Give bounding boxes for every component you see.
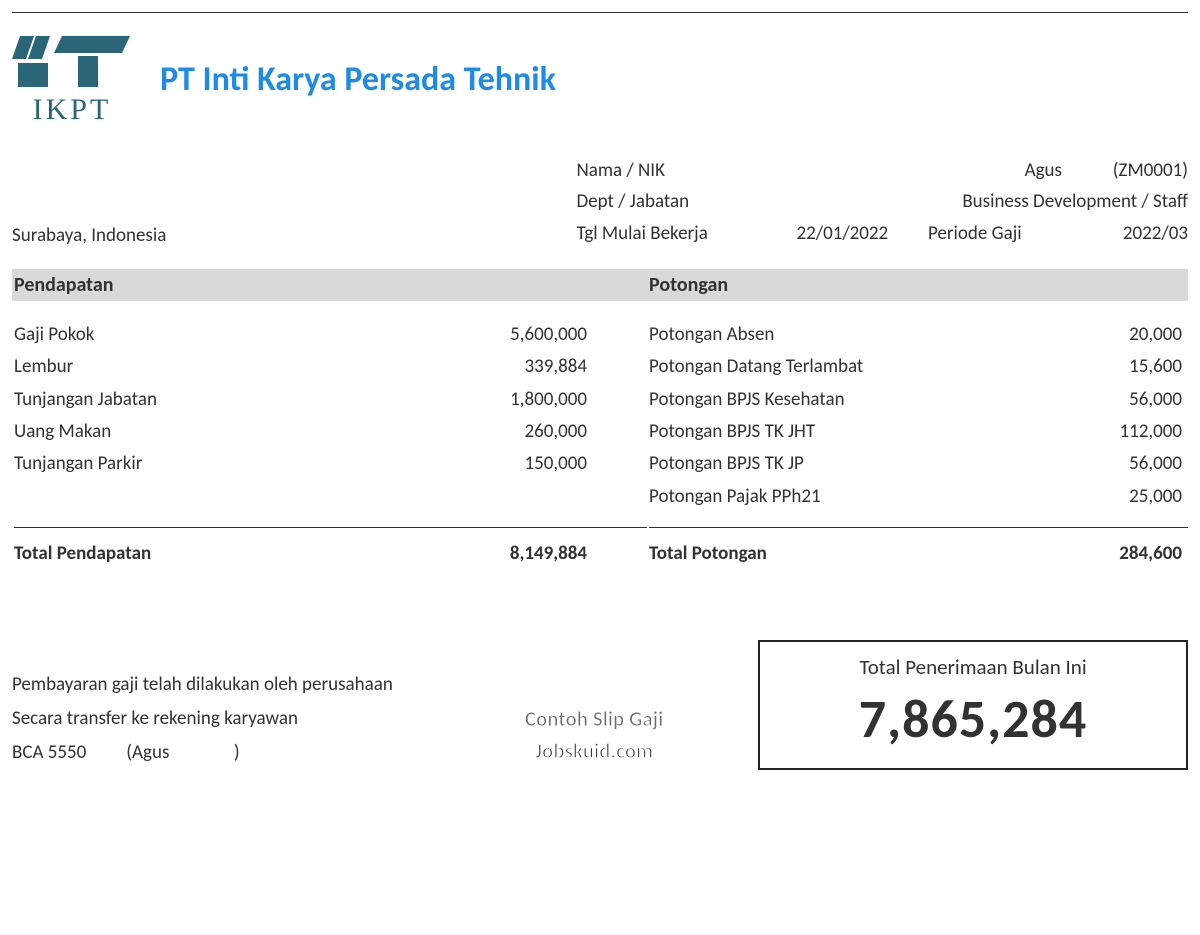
period-value: 2022/03 [1078, 218, 1188, 249]
period-label: Periode Gaji [928, 218, 1078, 249]
employee-nik: (ZM0001) [1078, 155, 1188, 186]
company-location: Surabaya, Indonesia [12, 224, 576, 249]
dept-label: Dept / Jabatan [576, 186, 766, 217]
employee-name: Agus [766, 155, 1078, 186]
income-row: Gaji Pokok5,600,000 [14, 319, 647, 351]
income-row: Tunjangan Parkir150,000 [14, 448, 647, 480]
net-amount: 7,865,284 [780, 686, 1166, 752]
net-pay-box: Total Penerimaan Bulan Ini 7,865,284 [758, 640, 1188, 770]
watermark: Contoh Slip Gaji Jobskuid.com [459, 706, 729, 770]
income-row: Uang Makan260,000 [14, 416, 647, 448]
watermark-title: Contoh Slip Gaji [459, 706, 729, 732]
footer: Pembayaran gaji telah dilakukan oleh per… [12, 640, 1188, 770]
note-line2: Secara transfer ke rekening karyawan [12, 702, 459, 736]
deduction-row: Potongan BPJS Kesehatan56,000 [649, 384, 1188, 416]
deduction-row: Potongan Pajak PPh2125,000 [649, 481, 1188, 513]
payment-note: Pembayaran gaji telah dilakukan oleh per… [12, 668, 459, 771]
deduction-total-row: Total Potongan 284,600 [649, 527, 1188, 570]
deduction-row: Potongan Datang Terlambat15,600 [649, 351, 1188, 383]
section-header: Pendapatan Potongan [12, 269, 1188, 301]
deduction-row: Potongan Absen20,000 [649, 319, 1188, 351]
income-column: Gaji Pokok5,600,000 Lembur339,884 Tunjan… [12, 319, 647, 570]
company-logo: IKPT [12, 31, 132, 127]
payslip-page: IKPT PT Inti Karya Persada Tehnik Suraba… [12, 12, 1188, 770]
employee-dept: Business Development / Staff [962, 186, 1188, 217]
info-block: Surabaya, Indonesia Nama / NIK Agus (ZM0… [12, 155, 1188, 249]
account-holder: (Agus ) [126, 736, 239, 770]
deduction-header: Potongan [647, 273, 1188, 297]
deduction-row: Potongan BPJS TK JHT112,000 [649, 416, 1188, 448]
logo-icon [12, 31, 132, 91]
income-row: Lembur339,884 [14, 351, 647, 383]
logo-abbr: IKPT [33, 93, 112, 127]
header: IKPT PT Inti Karya Persada Tehnik [12, 31, 1188, 127]
net-caption: Total Penerimaan Bulan Ini [780, 654, 1166, 680]
start-date: 22/01/2022 [766, 218, 928, 249]
income-total-row: Total Pendapatan 8,149,884 [14, 527, 647, 570]
start-label: Tgl Mulai Bekerja [576, 218, 766, 249]
deduction-column: Potongan Absen20,000 Potongan Datang Ter… [647, 319, 1188, 570]
income-row: Tunjangan Jabatan1,800,000 [14, 384, 647, 416]
company-name: PT Inti Karya Persada Tehnik [160, 59, 556, 100]
name-label: Nama / NIK [576, 155, 766, 186]
watermark-source: Jobskuid.com [459, 738, 729, 764]
earnings-deductions: Gaji Pokok5,600,000 Lembur339,884 Tunjan… [12, 319, 1188, 570]
deduction-row: Potongan BPJS TK JP56,000 [649, 448, 1188, 480]
bank-account: BCA 5550 [12, 736, 86, 770]
employee-info: Nama / NIK Agus (ZM0001) Dept / Jabatan … [576, 155, 1188, 249]
income-header: Pendapatan [12, 273, 647, 297]
note-line1: Pembayaran gaji telah dilakukan oleh per… [12, 668, 459, 702]
